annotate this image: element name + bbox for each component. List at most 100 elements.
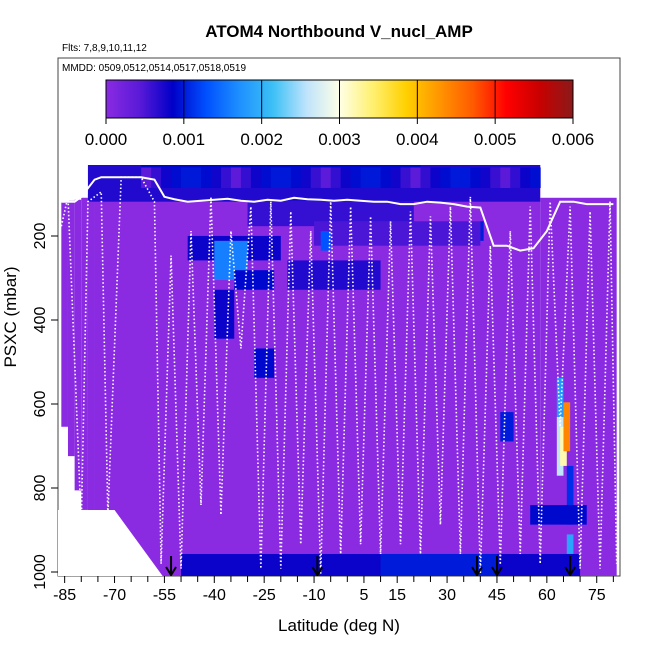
heatmap-cell <box>234 270 275 290</box>
y-axis: 200 400 600 800 1000 <box>32 223 58 590</box>
flight-profile <box>499 201 618 569</box>
x-tick-label: 30 <box>438 587 456 604</box>
heatmap-cell <box>556 377 564 417</box>
colorbar-tick-label: 0.004 <box>396 130 439 149</box>
heatmap-cell <box>171 167 182 188</box>
flight-profile <box>160 196 272 569</box>
heatmap-cell <box>480 167 491 188</box>
y-axis-title: PSXC (mbar) <box>1 266 20 367</box>
heatmap-cell <box>566 465 574 525</box>
data-region <box>87 194 95 515</box>
heatmap-cell <box>480 221 484 241</box>
heatmap-cell <box>530 167 541 188</box>
colorbar: 0.000 0.001 0.002 0.003 0.004 0.005 0.006 <box>85 79 594 149</box>
heatmap-cell <box>290 167 302 188</box>
no-data-region <box>58 509 163 576</box>
heatmap-cell <box>500 167 511 188</box>
heatmap-cell <box>450 167 461 188</box>
arrow-head <box>564 566 576 576</box>
data-region <box>61 201 68 427</box>
heatmap-cell <box>314 221 481 246</box>
colorbar-tick-label: 0.000 <box>85 130 128 149</box>
ceiling-line <box>61 176 614 252</box>
heatmap-cell <box>350 167 362 188</box>
data-region <box>94 167 108 515</box>
heatmap-cell <box>520 167 531 188</box>
data-region <box>67 200 75 457</box>
heatmap-cell <box>280 167 292 188</box>
heatmap-cell <box>240 167 252 188</box>
y-tick-label: 1000 <box>32 554 49 590</box>
x-tick-label: 15 <box>388 587 406 604</box>
heatmap-cell <box>330 167 342 188</box>
heatmap-cell <box>260 167 272 188</box>
heatmap-cell <box>270 167 282 188</box>
flight-profile <box>60 176 162 564</box>
x-tick-label: 5 <box>359 587 368 604</box>
x-tick-label: -10 <box>302 587 325 604</box>
arrow-head <box>471 566 483 576</box>
data-region <box>141 165 162 567</box>
x-tick-label: -85 <box>53 587 76 604</box>
colorbar-tick-label: 0.003 <box>318 130 361 149</box>
x-tick-label: -55 <box>153 587 176 604</box>
y-tick-label: 600 <box>32 391 49 418</box>
plot-area <box>58 165 618 576</box>
y-tick-label: 400 <box>32 307 49 334</box>
heatmap-cell <box>210 167 222 188</box>
x-tick-label: 60 <box>538 587 556 604</box>
heatmap-cell <box>490 167 501 188</box>
flights-label: Flts: 7,8,9,10,11,12 <box>62 43 147 54</box>
heatmap-cell <box>191 167 202 188</box>
x-axis: -85 -70 -55 -40 -25 -10 5 15 30 45 60 75 <box>53 576 614 604</box>
heatmap-cell <box>440 167 451 188</box>
heatmap-cell <box>400 167 411 188</box>
heatmap-cell <box>420 167 431 188</box>
x-tick-label: 45 <box>488 587 506 604</box>
heatmap-cell <box>563 402 571 452</box>
heatmap-cell <box>390 167 402 188</box>
heatmap-cell <box>287 260 381 290</box>
heatmap-cell <box>320 167 332 188</box>
arrow-head <box>491 566 503 576</box>
flight-profile <box>270 201 382 574</box>
x-tick-label: -70 <box>103 587 126 604</box>
heatmap-cell <box>181 167 192 188</box>
x-tick-label: -40 <box>203 587 226 604</box>
heatmap-cell <box>460 167 471 188</box>
heatmap-cell <box>161 167 172 188</box>
heatmap-cell <box>220 167 232 188</box>
dates-label: MMDD: 0509,0512,0514,0517,0518,0519 <box>62 63 246 74</box>
heatmap-cell <box>320 231 331 251</box>
heatmap-cell <box>250 167 262 188</box>
y-tick-label: 200 <box>32 223 49 250</box>
heatmap-cell <box>300 167 312 188</box>
arrow-head <box>311 566 324 576</box>
data-region <box>74 199 82 491</box>
y-tick-label: 800 <box>32 475 49 502</box>
heatmap-cell <box>430 167 441 188</box>
colorbar-tick-label: 0.005 <box>474 130 517 149</box>
heatmap-cell <box>230 167 242 188</box>
arrow-head <box>165 566 177 576</box>
heatmap-cell <box>510 167 521 188</box>
heatmap-cell <box>214 289 235 339</box>
heatmap-cell <box>410 167 421 188</box>
heatmap-cell <box>151 167 162 188</box>
heatmap-cell <box>380 553 497 576</box>
flight-profile <box>379 196 502 574</box>
colorbar-ticks: 0.000 0.001 0.002 0.003 0.004 0.005 0.006 <box>85 80 594 149</box>
x-axis-title: Latitude (deg N) <box>278 616 400 635</box>
x-tick-label: -25 <box>253 587 276 604</box>
heatmap-cell <box>360 167 372 188</box>
data-region <box>107 165 142 550</box>
heatmap-cell <box>566 534 574 554</box>
heatmap-cell <box>530 505 587 525</box>
heatmap-cell <box>310 167 322 188</box>
x-tick-label: 75 <box>588 587 606 604</box>
data-region <box>81 197 88 510</box>
heatmap-cell <box>500 412 514 442</box>
heatmap-cell <box>370 167 382 188</box>
heatmap-cell <box>340 167 352 188</box>
